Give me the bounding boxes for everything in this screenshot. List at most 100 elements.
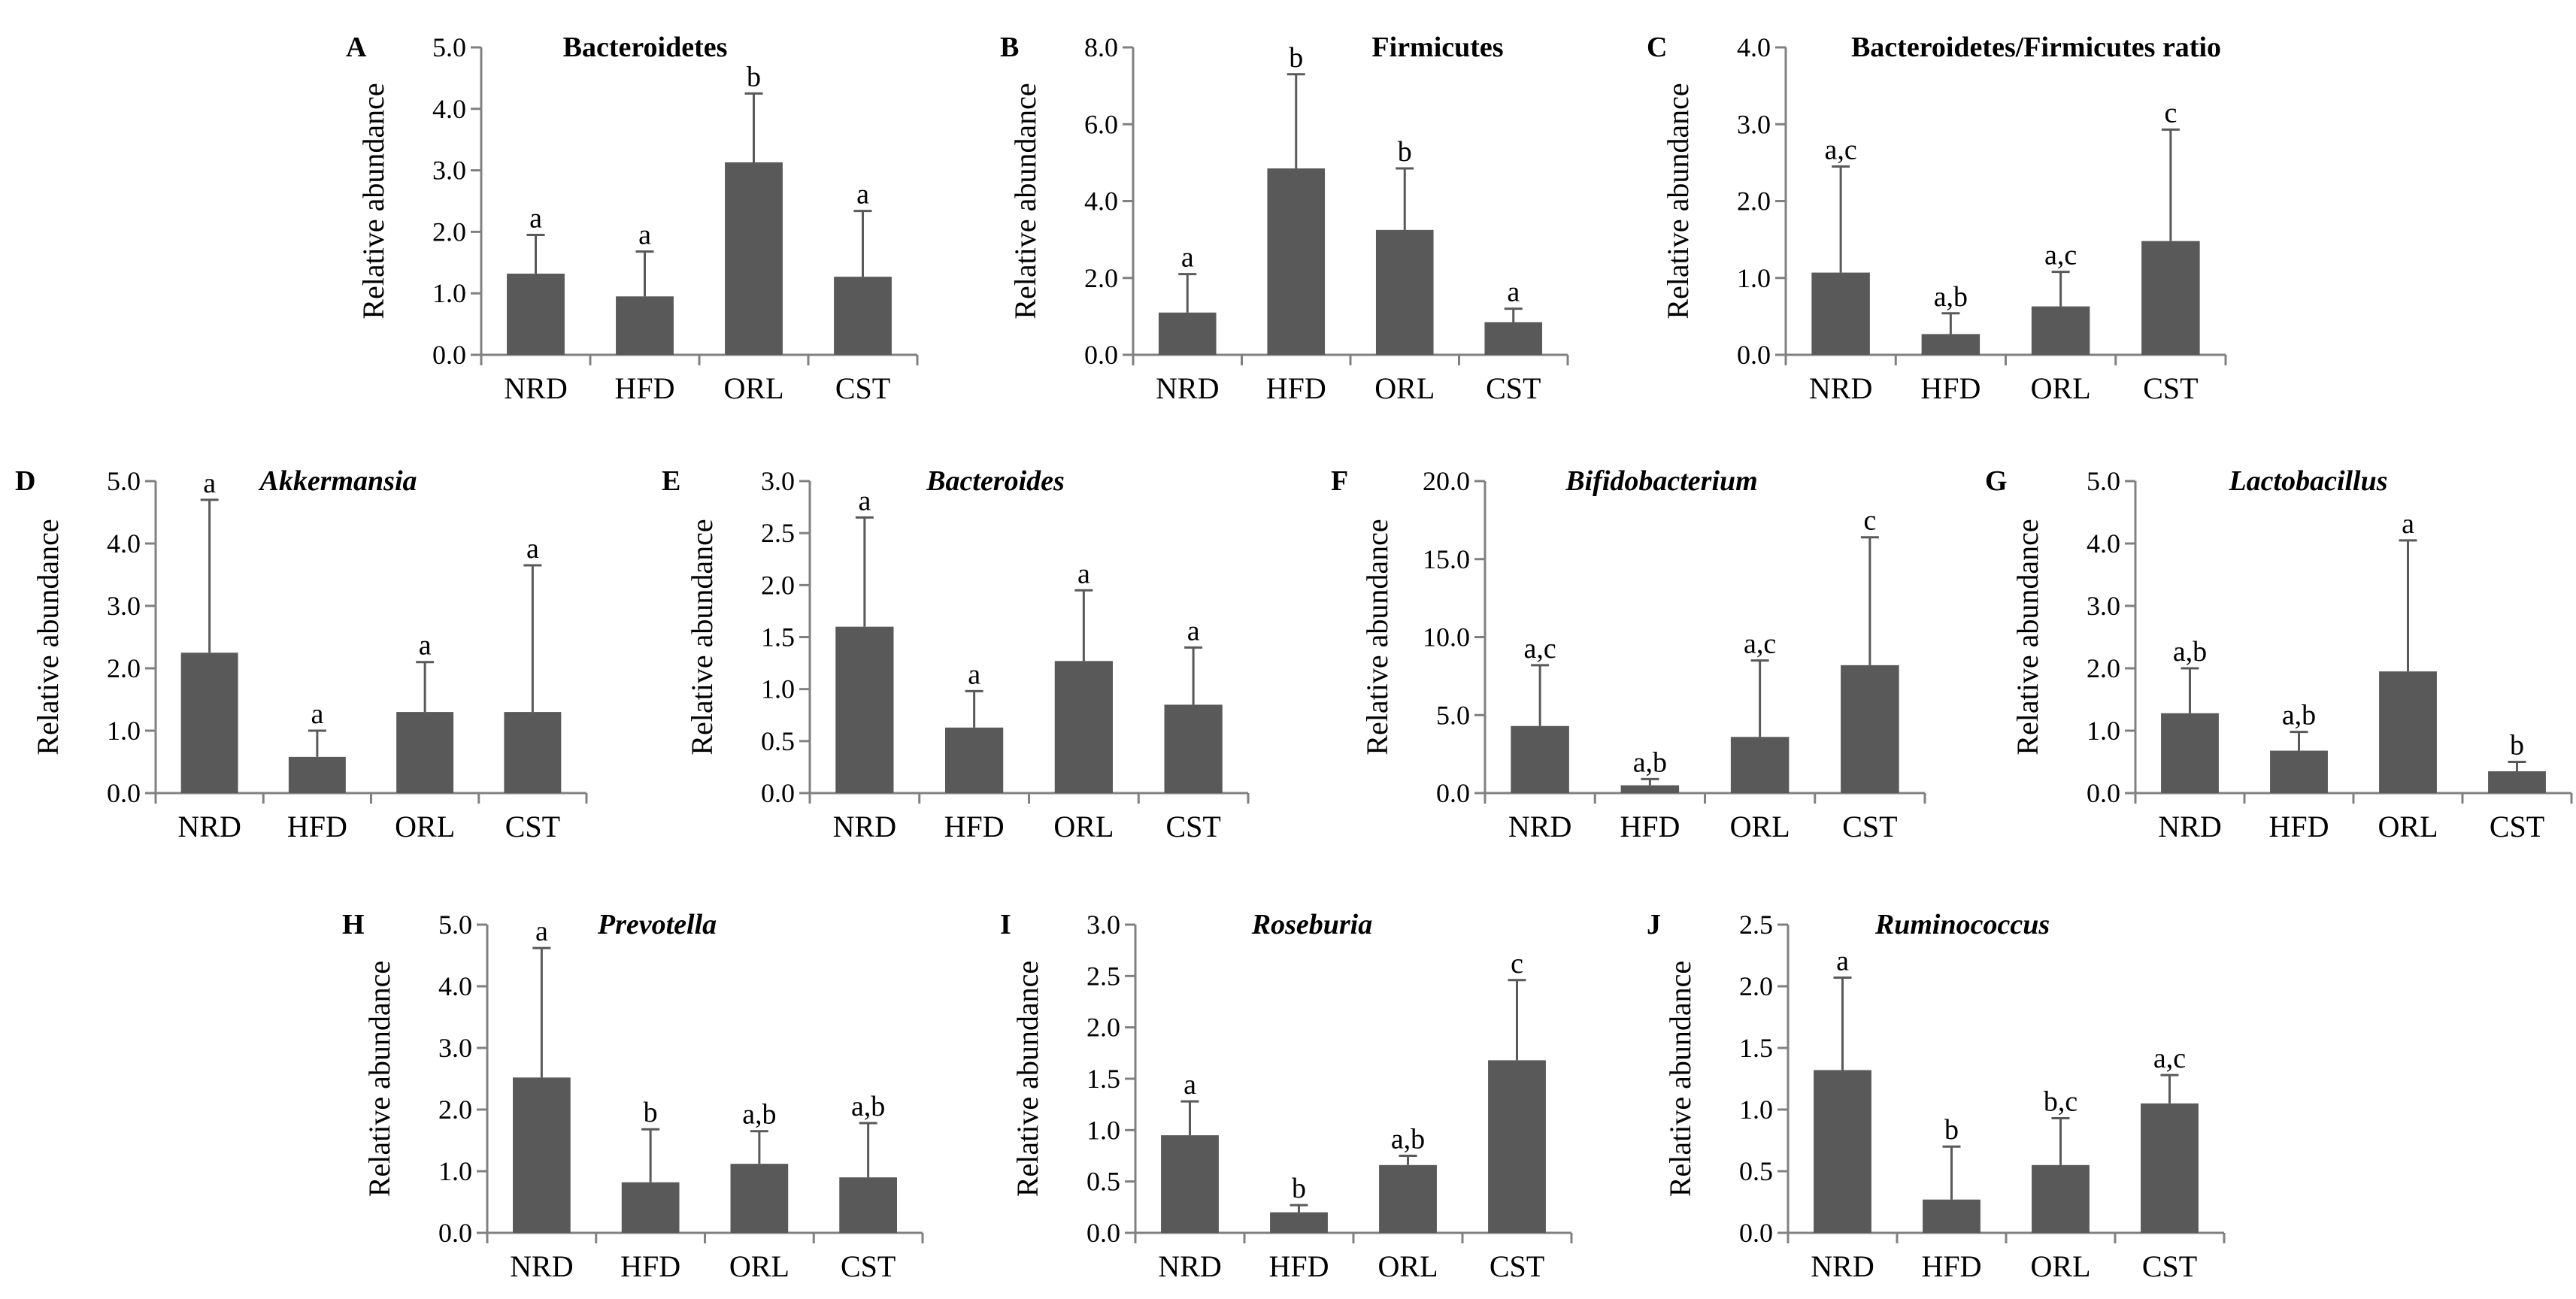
- bar-cst: [2141, 1103, 2199, 1233]
- chart-panel-h: H Prevotella Relative abundance 0.0 1.0 2.0 3.…: [342, 909, 924, 1283]
- bar-orl: [396, 712, 454, 793]
- category-label: NRD: [1809, 371, 1872, 405]
- category-label: ORL: [1374, 371, 1435, 405]
- bar-hfd: [1923, 1199, 1980, 1233]
- significance-label: a,b: [742, 1099, 776, 1131]
- category-label: ORL: [2378, 810, 2438, 843]
- panel-letter: C: [1647, 32, 1667, 63]
- category-label: NRD: [2158, 810, 2221, 843]
- panel-letter: E: [662, 465, 680, 497]
- significance-label: a: [419, 630, 432, 662]
- category-label: CST: [841, 1249, 896, 1283]
- y-tick-label: 2.0: [1739, 971, 1773, 1001]
- y-tick-label: 5.0: [2087, 466, 2120, 496]
- y-tick-label: 2.5: [1086, 961, 1120, 991]
- category-label: HFD: [1266, 371, 1326, 405]
- y-tick-label: 0.0: [2087, 778, 2120, 808]
- chart-title: Firmicutes: [1371, 32, 1503, 63]
- category-label: HFD: [1620, 810, 1680, 843]
- y-tick-label: 0.0: [761, 778, 795, 808]
- category-label: ORL: [724, 371, 784, 405]
- significance-label: b: [644, 1097, 658, 1128]
- significance-label: a,b: [2282, 700, 2316, 731]
- chart-title: Roseburia: [1251, 909, 1372, 940]
- category-label: NRD: [833, 810, 896, 843]
- y-tick-label: 2.0: [1737, 186, 1771, 216]
- significance-label: a: [203, 468, 216, 499]
- y-tick-label: 3.0: [761, 466, 795, 496]
- y-tick-label: 2.0: [2087, 653, 2120, 683]
- category-label: ORL: [729, 1249, 789, 1283]
- category-label: CST: [1842, 810, 1897, 843]
- y-tick-label: 5.0: [432, 32, 466, 62]
- bar-hfd: [1620, 785, 1680, 793]
- y-tick-label: 1.0: [432, 278, 466, 308]
- y-tick-label: 1.5: [1739, 1033, 1773, 1063]
- category-label: HFD: [620, 1249, 680, 1283]
- y-axis-label: Relative abundance: [1008, 83, 1042, 319]
- y-axis-label: Relative abundance: [1661, 83, 1695, 319]
- y-tick-label: 0.0: [1436, 778, 1470, 808]
- bar-cst: [2488, 771, 2546, 793]
- y-tick-label: 1.0: [2087, 716, 2120, 746]
- bar-orl: [2031, 306, 2090, 355]
- y-tick-label: 1.0: [1086, 1115, 1120, 1145]
- y-tick-label: 2.0: [761, 570, 795, 600]
- y-tick-label: 1.0: [438, 1156, 472, 1186]
- bar-cst: [1841, 665, 1899, 793]
- bar-orl: [2032, 1164, 2090, 1233]
- category-label: CST: [1165, 810, 1220, 843]
- significance-label: b: [1292, 1173, 1306, 1204]
- y-tick-label: 15.0: [1423, 544, 1470, 574]
- y-tick-label: 0.0: [1086, 1218, 1120, 1248]
- category-label: ORL: [395, 810, 455, 843]
- y-tick-label: 0.0: [107, 778, 141, 808]
- significance-label: a: [1183, 1069, 1196, 1101]
- chart-title: Bacteroides: [926, 465, 1065, 497]
- chart-title: Bifidobacterium: [1565, 465, 1757, 497]
- bar-nrd: [835, 626, 894, 793]
- y-tick-label: 5.0: [438, 910, 472, 940]
- chart-title: Bacteroidetes: [563, 32, 728, 63]
- significance-label: a: [535, 916, 548, 947]
- y-tick-label: 1.0: [761, 674, 795, 704]
- y-tick-label: 0.0: [1737, 340, 1771, 370]
- y-tick-label: 0.0: [432, 340, 466, 370]
- significance-label: a: [1181, 242, 1194, 274]
- panel-letter: B: [1000, 32, 1019, 63]
- category-label: NRD: [1508, 810, 1571, 843]
- y-axis-label: Relative abundance: [356, 83, 390, 319]
- significance-label: b: [2510, 730, 2524, 762]
- significance-label: a: [526, 533, 539, 565]
- y-tick-label: 3.0: [438, 1033, 472, 1063]
- y-tick-label: 0.0: [1739, 1218, 1773, 1248]
- y-tick-label: 1.5: [761, 622, 795, 653]
- category-label: ORL: [2031, 1249, 2091, 1283]
- significance-label: a: [1507, 277, 1520, 308]
- significance-label: a: [856, 179, 869, 210]
- y-tick-label: 1.0: [1737, 263, 1771, 293]
- significance-label: a,c: [1524, 633, 1556, 665]
- category-label: NRD: [504, 371, 567, 405]
- chart-panel-d: D Akkermansia Relative abundance 0.0 1.0 2.0 3…: [15, 465, 588, 843]
- bar-orl: [1375, 229, 1434, 355]
- significance-label: a,b: [851, 1091, 885, 1122]
- category-label: NRD: [1811, 1249, 1874, 1283]
- chart-panel-g: G Lactobacillus Relative abundance 0.0 1.0 2.…: [1985, 465, 2573, 843]
- bar-hfd: [288, 756, 346, 793]
- category-label: NRD: [177, 810, 241, 843]
- significance-label: a: [1836, 946, 1849, 977]
- chart-panel-c: C Bacteroidetes/Firmicutes ratio Relative …: [1647, 32, 2227, 405]
- significance-label: a,c: [2044, 240, 2077, 271]
- significance-label: a,b: [1391, 1124, 1425, 1155]
- y-axis-label: Relative abundance: [1011, 961, 1044, 1197]
- category-label: HFD: [1920, 371, 1980, 405]
- significance-label: b: [1944, 1114, 1959, 1146]
- bar-hfd: [945, 727, 1004, 793]
- bar-nrd: [1814, 1070, 1871, 1233]
- chart-panel-e: E Bacteroides Relative abundance 0.0 0.5 1.0 1…: [662, 465, 1250, 843]
- y-tick-label: 2.0: [1084, 263, 1118, 293]
- y-tick-label: 5.0: [107, 466, 141, 496]
- y-tick-label: 3.0: [2087, 591, 2120, 621]
